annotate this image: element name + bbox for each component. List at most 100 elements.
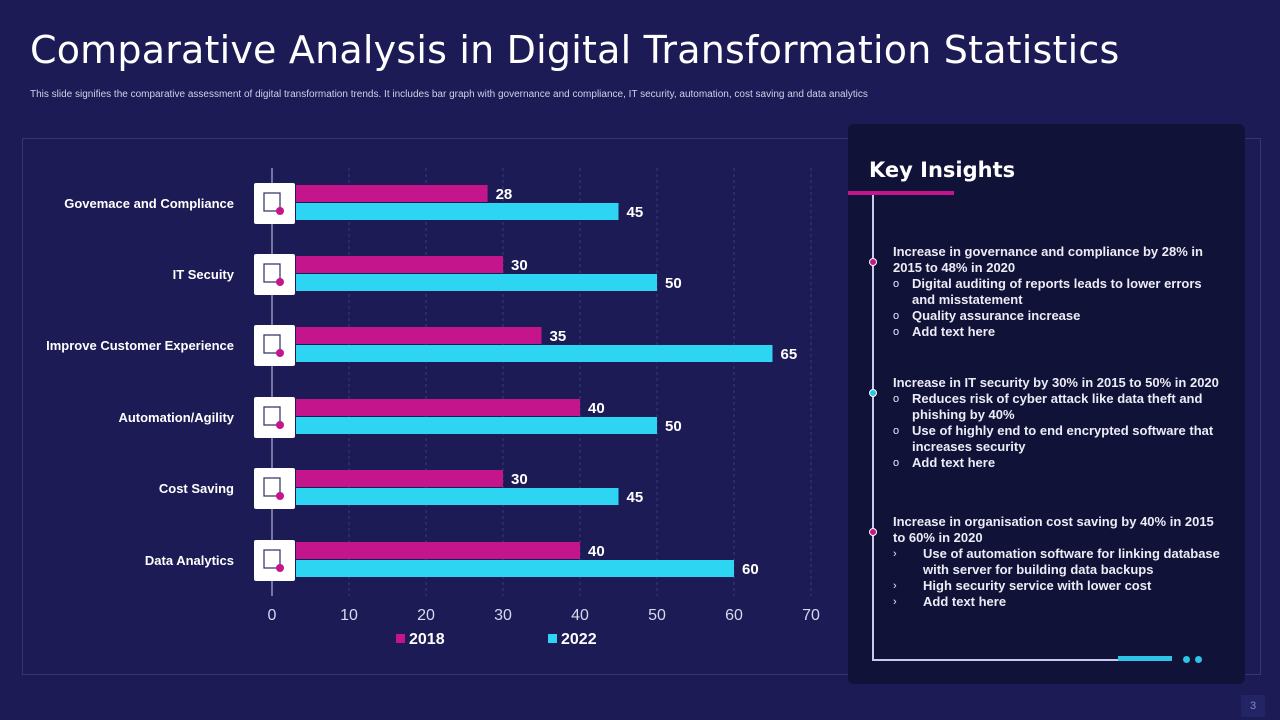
data-label: 45 (627, 489, 644, 506)
timeline-node (869, 258, 877, 266)
insight-block: Increase in governance and compliance by… (893, 244, 1223, 340)
chart-gear-icon-glyph (263, 549, 281, 569)
hands-gear-icon (254, 468, 295, 509)
hands-gear-icon-glyph (263, 477, 281, 497)
insight-item-text: Quality assurance increase (912, 308, 1081, 323)
data-label: 30 (511, 471, 528, 488)
security-person-icon-accent (276, 278, 284, 286)
timeline-node (869, 528, 877, 536)
insight-item: o Digital auditing of reports leads to lo… (893, 276, 1223, 308)
legend-swatch-2022 (548, 634, 557, 643)
insight-item: › High security service with lower cost (893, 578, 1223, 594)
insight-item: o Add text here (893, 455, 1223, 471)
bullet-icon: › (893, 596, 897, 608)
customer-group-icon-glyph (263, 334, 281, 354)
insight-item-text: Add text here (923, 594, 1007, 609)
report-icon (254, 183, 295, 224)
insight-block: Increase in IT security by 30% in 2015 t… (893, 375, 1223, 471)
bullet-icon: o (893, 310, 900, 322)
bullet-icon: o (893, 326, 900, 338)
panel-title: Key Insights (869, 158, 1016, 182)
x-tick-label: 20 (417, 607, 435, 624)
bullet-icon: o (893, 425, 900, 437)
insight-heading: Increase in IT security by 30% in 2015 t… (893, 375, 1219, 390)
legend-swatch-2018 (396, 634, 405, 643)
timeline-base (872, 659, 1122, 661)
insight-item-text: High security service with lower cost (923, 578, 1152, 593)
x-tick-label: 40 (571, 607, 589, 624)
x-tick-label: 30 (494, 607, 512, 624)
insight-item: › Add text here (893, 594, 1223, 610)
bar-chart: 0 10 20 30 40 50 60 70 Govemace and Compliance 28… (46, 168, 820, 648)
insight-item: o Reduces risk of cyber attack like data … (893, 391, 1223, 423)
monitor-wifi-icon-accent (276, 421, 284, 429)
insight-item: o Use of highly end to end encrypted soft… (893, 423, 1223, 455)
hands-gear-icon-accent (276, 492, 284, 500)
bar-2022 (296, 203, 619, 220)
insight-item-text: Use of automation software for linking d… (923, 546, 1220, 577)
bar-2018 (296, 470, 503, 487)
chart-gear-icon (254, 540, 295, 581)
monitor-wifi-icon (254, 397, 295, 438)
insight-item: o Add text here (893, 324, 1223, 340)
data-label: 35 (550, 328, 567, 345)
data-label: 40 (588, 400, 605, 417)
bullet-icon: o (893, 457, 900, 469)
insight-item-text: Add text here (912, 455, 996, 470)
security-person-icon-glyph (263, 263, 281, 283)
timeline-node (869, 389, 877, 397)
bullet-icon: › (893, 580, 897, 592)
insight-block: Increase in organisation cost saving by … (893, 514, 1223, 610)
category-label: Data Analytics (145, 553, 234, 568)
data-label: 60 (742, 561, 759, 578)
data-label: 45 (627, 204, 644, 221)
bar-2018 (296, 185, 488, 202)
category-label: Improve Customer Experience (46, 338, 234, 353)
accent-bar-cyan (1118, 656, 1172, 661)
category-label: Automation/Agility (118, 410, 234, 425)
customer-group-icon (254, 325, 295, 366)
bullet-icon: › (893, 548, 897, 560)
category-label: Govemace and Compliance (64, 196, 234, 211)
insight-heading: Increase in organisation cost saving by … (893, 514, 1214, 545)
accent-dot (1195, 656, 1202, 663)
insight-item: o Quality assurance increase (893, 308, 1223, 324)
chart-frame (22, 138, 1261, 675)
key-insights-panel: Key Insights Increase in governance and … (848, 124, 1245, 684)
chart-gear-icon-accent (276, 564, 284, 572)
x-tick-label: 70 (802, 607, 820, 624)
insight-item-text: Reduces risk of cyber attack like data t… (912, 391, 1203, 422)
bullet-icon: o (893, 278, 900, 290)
data-label: 50 (665, 275, 682, 292)
bar-2022 (296, 345, 773, 362)
report-icon-glyph (263, 192, 281, 212)
data-label: 28 (496, 186, 513, 203)
bar-2018 (296, 256, 503, 273)
insight-item: › Use of automation software for linking … (893, 546, 1223, 578)
security-person-icon (254, 254, 295, 295)
report-icon-accent (276, 207, 284, 215)
accent-dot (1183, 656, 1190, 663)
customer-group-icon-accent (276, 349, 284, 357)
bar-2022 (296, 560, 734, 577)
data-label: 30 (511, 257, 528, 274)
subtitle: This slide signifies the comparative ass… (30, 89, 868, 100)
legend-label: 2022 (561, 631, 597, 648)
x-tick-label: 50 (648, 607, 666, 624)
data-label: 65 (781, 346, 798, 363)
bar-2018 (296, 327, 542, 344)
insight-item-text: Add text here (912, 324, 996, 339)
category-label: Cost Saving (159, 481, 234, 496)
x-tick-label: 10 (340, 607, 358, 624)
bar-2022 (296, 488, 619, 505)
x-tick-label: 0 (268, 607, 277, 624)
bar-2022 (296, 274, 657, 291)
monitor-wifi-icon-glyph (263, 406, 281, 426)
bar-2018 (296, 542, 580, 559)
page-number: 3 (1241, 695, 1265, 717)
accent-bar (848, 191, 954, 195)
data-label: 40 (588, 543, 605, 560)
page-title: Comparative Analysis in Digital Transfor… (30, 28, 1120, 72)
bar-2022 (296, 417, 657, 434)
insight-heading: Increase in governance and compliance by… (893, 244, 1203, 275)
